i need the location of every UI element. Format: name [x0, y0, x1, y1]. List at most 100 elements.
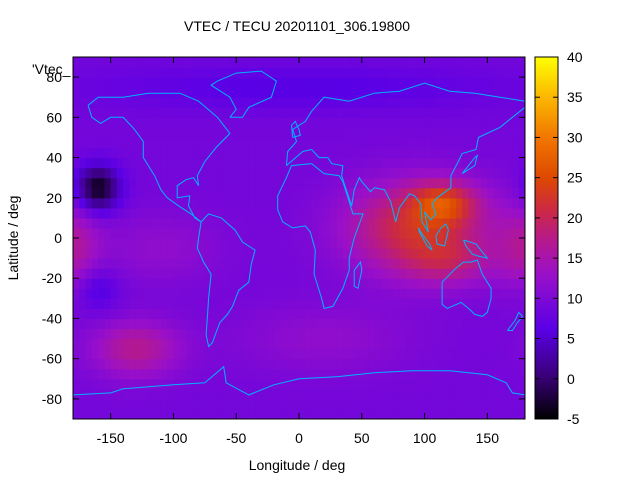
- heat-cell: [399, 318, 407, 330]
- heat-cell: [173, 167, 181, 179]
- heat-cell: [292, 308, 300, 320]
- heat-cell: [229, 157, 237, 169]
- heat-cell: [104, 117, 112, 128]
- heat-cell: [462, 197, 470, 209]
- heat-cell: [173, 338, 181, 350]
- heat-cell: [167, 268, 175, 279]
- heat-cell: [223, 328, 231, 340]
- heat-cell: [261, 298, 269, 309]
- heat-cell: [311, 107, 319, 118]
- heat-cell: [242, 217, 250, 229]
- heat-cell: [198, 328, 206, 340]
- heat-cell: [160, 398, 168, 410]
- heat-cell: [204, 378, 212, 390]
- heat-cell: [211, 238, 218, 249]
- heat-cell: [330, 298, 338, 309]
- heat-cell: [437, 328, 444, 340]
- heat-cell: [98, 177, 105, 189]
- heat-cell: [179, 258, 187, 269]
- heat-cell: [123, 137, 131, 149]
- heat-cell: [79, 258, 87, 269]
- heat-cell: [267, 268, 275, 279]
- heat-cell: [261, 358, 269, 370]
- heat-cell: [518, 67, 525, 78]
- heat-cell: [116, 167, 124, 179]
- heat-cell: [349, 97, 357, 108]
- heat-cell: [462, 288, 470, 299]
- heat-cell: [229, 268, 237, 279]
- heat-cell: [336, 348, 344, 360]
- heat-cell: [386, 328, 394, 340]
- heat-cell: [437, 308, 444, 320]
- heat-cell: [135, 388, 143, 400]
- heat-cell: [399, 338, 407, 350]
- heat-cell: [255, 147, 262, 159]
- heat-cell: [135, 197, 143, 209]
- heat-cell: [468, 368, 476, 380]
- heat-cell: [443, 97, 451, 108]
- heat-cell: [248, 207, 256, 219]
- heat-cell: [79, 77, 87, 88]
- coastline-africa: [277, 163, 364, 309]
- heat-cell: [299, 388, 306, 400]
- heat-cell: [286, 308, 294, 320]
- heat-cell: [449, 318, 457, 330]
- heat-cell: [474, 127, 482, 139]
- heat-cell: [305, 207, 313, 219]
- heat-cell: [79, 167, 87, 179]
- heat-cell: [361, 137, 369, 149]
- heat-cell: [91, 358, 99, 370]
- heat-cell: [236, 197, 244, 209]
- heat-cell: [512, 268, 520, 279]
- heat-cell: [443, 258, 451, 269]
- heat-cell: [248, 157, 256, 169]
- heat-cell: [374, 288, 382, 299]
- heat-cell: [261, 398, 269, 410]
- heat-cell: [393, 318, 401, 330]
- heat-cell: [493, 328, 501, 340]
- heat-cell: [73, 57, 80, 68]
- heat-cell: [73, 177, 80, 189]
- heat-cell: [148, 197, 156, 209]
- heat-cell: [462, 258, 470, 269]
- heat-cell: [518, 97, 525, 108]
- heat-cell: [167, 217, 175, 229]
- heat-cell: [292, 248, 300, 259]
- heat-cell: [299, 177, 306, 189]
- heat-cell: [487, 177, 495, 189]
- heat-cell: [418, 157, 426, 169]
- heat-cell: [349, 137, 357, 149]
- heat-cell: [418, 408, 426, 419]
- heat-cell: [255, 137, 262, 149]
- heat-cell: [229, 217, 237, 229]
- heat-cell: [449, 298, 457, 309]
- heat-cell: [468, 278, 476, 289]
- heat-cell: [217, 398, 225, 410]
- heat-cell: [280, 107, 288, 118]
- heat-cell: [91, 308, 99, 320]
- heat-cell: [173, 248, 181, 259]
- heat-cell: [449, 358, 457, 370]
- heat-cell: [204, 57, 212, 68]
- heat-cell: [142, 67, 149, 78]
- heat-cell: [393, 248, 401, 259]
- heat-cell: [449, 248, 457, 259]
- heat-cell: [380, 238, 388, 249]
- heat-cell: [211, 127, 218, 139]
- heat-cell: [273, 248, 281, 259]
- heat-cell: [336, 147, 344, 159]
- heat-cell: [167, 278, 175, 289]
- heat-cell: [154, 348, 162, 360]
- heat-cell: [186, 298, 193, 309]
- heat-cell: [98, 368, 105, 380]
- heat-cell: [91, 77, 99, 88]
- heat-cell: [104, 318, 112, 330]
- heat-cell: [481, 288, 488, 299]
- heat-cell: [123, 77, 131, 88]
- heat-cell: [493, 87, 501, 98]
- heat-cell: [229, 288, 237, 299]
- heat-cell: [229, 207, 237, 219]
- heat-cell: [192, 288, 200, 299]
- heat-cell: [449, 77, 457, 88]
- heat-cell: [173, 227, 181, 239]
